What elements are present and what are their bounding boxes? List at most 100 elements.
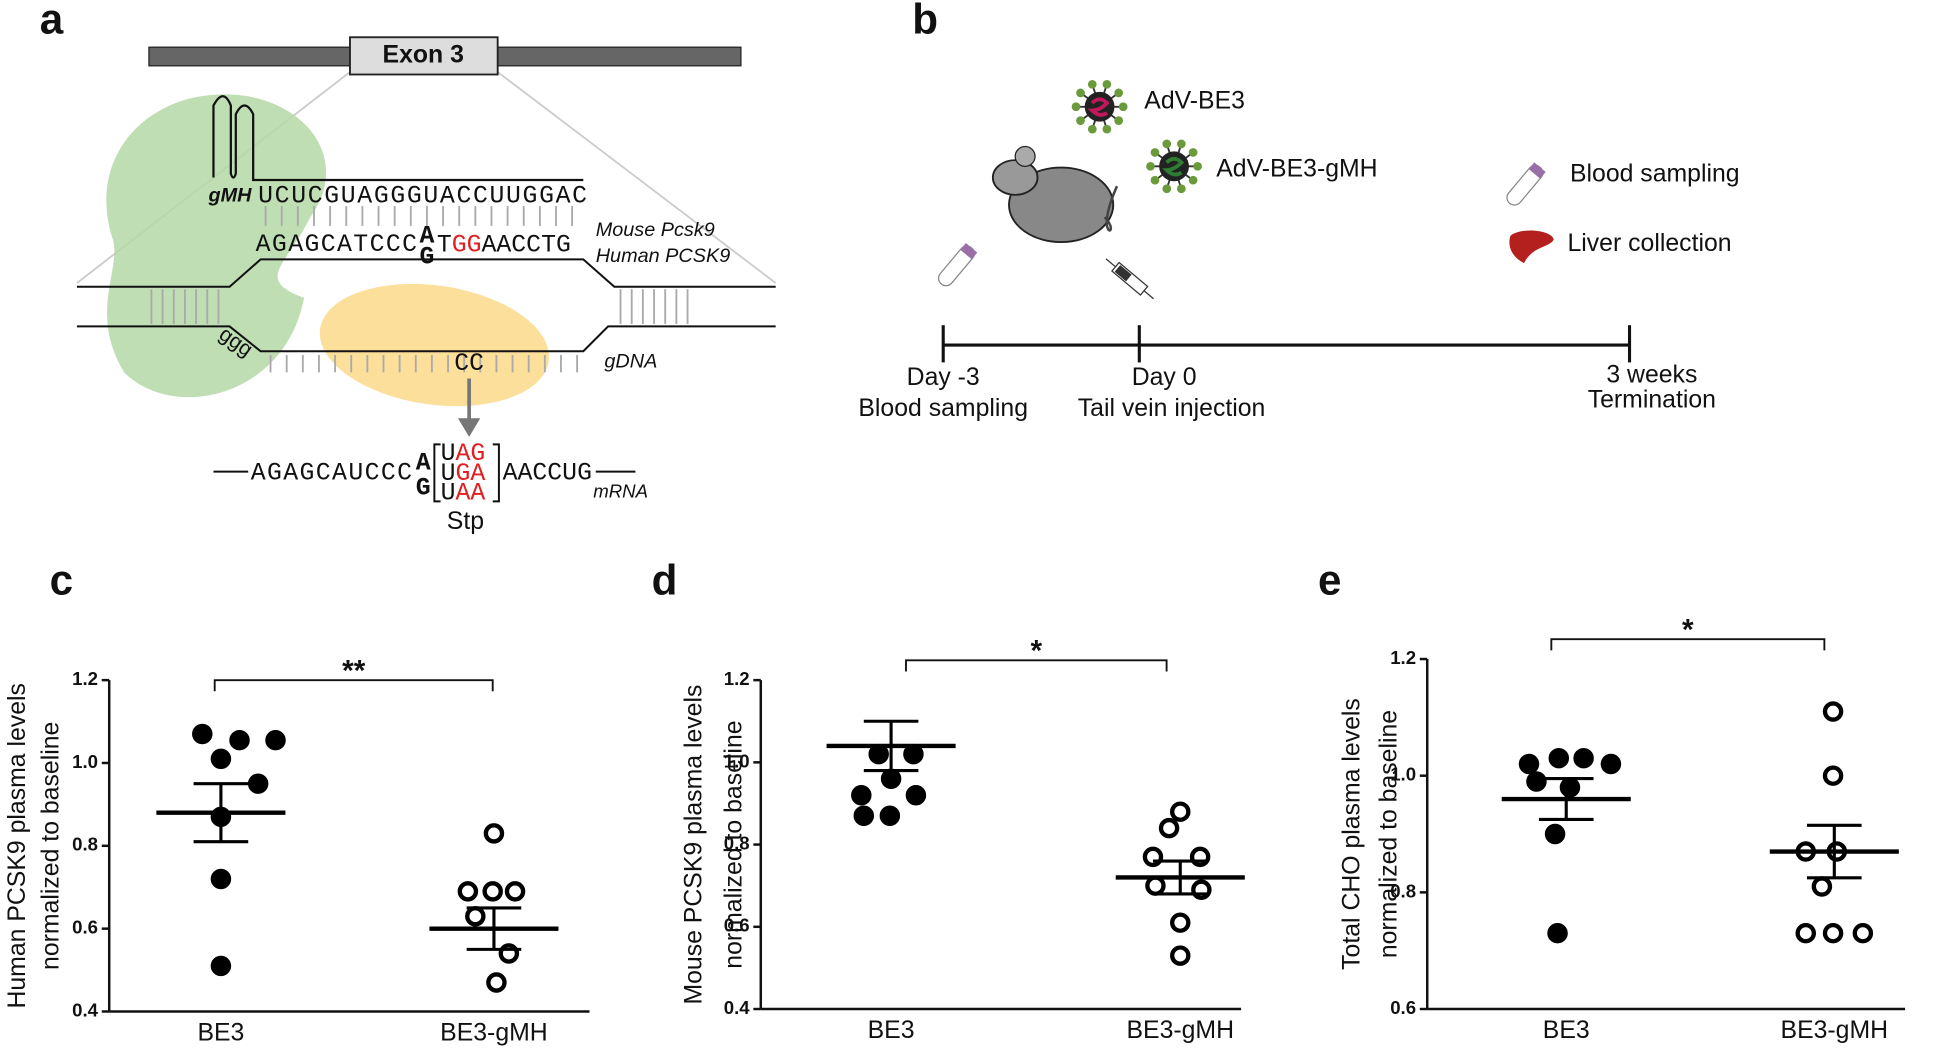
virus-icon <box>1071 79 1128 134</box>
virus-knob <box>1102 124 1112 134</box>
zoom-line <box>497 71 777 284</box>
virus-knob <box>1176 139 1186 149</box>
error-bar <box>1807 823 1862 880</box>
data-point <box>247 773 269 794</box>
tube-icon <box>937 243 978 287</box>
virus-label: AdV-BE3-gMH <box>1216 156 1377 183</box>
y-tick-label: 1.0 <box>72 751 98 772</box>
dna-seq: AACCTG <box>482 231 571 259</box>
y-tick-label: 1.0 <box>1390 764 1416 785</box>
data-point <box>1547 922 1568 944</box>
dna-strand <box>76 325 776 353</box>
x-tick-label: BE3 <box>197 1019 244 1046</box>
legend-label: Liver collection <box>1567 230 1731 257</box>
pairing-ticks <box>150 289 689 373</box>
chart: e 0.6 0.8 1.0 1.2 Total CHO plasma levels norm… <box>1318 556 1906 1044</box>
codon: UAA <box>441 479 486 507</box>
panel-letter: b <box>912 0 938 43</box>
codon-stop: GA <box>455 459 485 487</box>
data-point <box>210 868 232 890</box>
syringe-icon <box>1105 258 1154 300</box>
significance-label: ** <box>342 655 366 688</box>
virus-knob <box>1114 116 1124 125</box>
exon-label: Exon 3 <box>383 41 464 68</box>
y-axis-label: Human PCSK9 plasma levels <box>4 683 31 1008</box>
virus-knob <box>1162 184 1172 194</box>
error-bar <box>1152 859 1208 896</box>
guide-seq: UCUCGUAGGGUACCUUGGAC <box>258 183 587 211</box>
data-point <box>1544 823 1566 845</box>
mouse-label: Mouse Pcsk9 <box>596 219 715 241</box>
stop-label: Stp <box>447 508 484 535</box>
timeline-day: 3 weeks <box>1606 362 1697 389</box>
y-tick-label: 1.2 <box>72 668 98 689</box>
y-axis-label: normalized to baseline <box>38 722 65 970</box>
x-tick-label: BE3-gMH <box>440 1019 548 1046</box>
significance-label: * <box>1682 614 1694 647</box>
y-tick-label: 1.0 <box>724 750 750 771</box>
significance-bracket <box>213 679 494 692</box>
tube-icon <box>1506 162 1546 206</box>
guide-name: gMH <box>208 184 253 206</box>
timeline-event: Blood sampling <box>858 395 1028 422</box>
data-point <box>229 729 250 751</box>
virus-label: AdV-BE3 <box>1144 87 1245 114</box>
virus-knob <box>1087 124 1097 134</box>
pairing-ticks <box>264 206 574 226</box>
virus-knob <box>1118 102 1128 112</box>
chart: c 0.4 0.6 0.8 1.0 1.2 Human PCSK9 plasma level… <box>4 556 590 1046</box>
data-point <box>210 955 232 977</box>
virus-knob <box>1162 139 1172 149</box>
data-point <box>457 881 479 902</box>
mrna-seq: AGAGCAUCCC <box>251 459 412 487</box>
edit-label: CC <box>454 350 484 378</box>
significance-label: * <box>1030 635 1042 668</box>
virus-knob <box>1146 161 1155 171</box>
error-bar <box>1538 777 1594 821</box>
y-tick-label: 0.8 <box>72 834 98 855</box>
mouse-base: A <box>416 450 431 478</box>
virus-cargo <box>1162 157 1185 177</box>
codon: UGA <box>441 459 486 487</box>
exon-box <box>349 36 499 76</box>
legend-label: Blood sampling <box>1570 161 1740 188</box>
data-point <box>868 743 889 765</box>
data-point <box>265 729 286 751</box>
data-point <box>483 823 505 844</box>
x-tick-label: BE3 <box>868 1017 915 1044</box>
y-axis-label: normalized to baseline <box>720 720 747 968</box>
guide-rna <box>212 95 584 182</box>
virus-knob <box>1150 148 1160 157</box>
significance-bracket <box>1550 638 1826 651</box>
data-point <box>486 972 507 993</box>
panel-letter: d <box>652 556 678 603</box>
codon-stop: AA <box>455 479 485 507</box>
y-tick-label: 0.6 <box>1390 997 1416 1018</box>
human-base: G <box>419 243 434 271</box>
data-point <box>1170 945 1191 966</box>
timeline-event: Termination <box>1588 386 1716 413</box>
y-tick-label: 0.6 <box>72 917 98 938</box>
timeline-event: Tail vein injection <box>1078 395 1266 422</box>
dna-seq: AGAGCATCCC <box>256 231 417 259</box>
x-tick-label: BE3-gMH <box>1126 1017 1234 1044</box>
mrna-seq: AACCUG <box>503 459 592 487</box>
data-point <box>1170 801 1191 822</box>
codon-base: U <box>441 479 456 507</box>
codon-stop: AG <box>455 440 485 468</box>
data-point <box>1822 765 1844 786</box>
data-point <box>1822 701 1844 722</box>
codon: UAG <box>441 440 486 468</box>
virus-knob <box>1176 184 1186 194</box>
liver-icon <box>1509 230 1554 264</box>
data-point <box>879 805 901 827</box>
mouse-icon <box>991 145 1119 243</box>
cas9-blob <box>106 94 327 398</box>
y-tick-label: 0.4 <box>72 999 99 1020</box>
virus-icon <box>1146 139 1202 194</box>
y-axis-label: Mouse PCSK9 plasma levels <box>681 685 708 1005</box>
significance-bracket <box>905 659 1168 672</box>
virus-knob <box>1087 79 1097 89</box>
human-base: G <box>416 474 431 502</box>
